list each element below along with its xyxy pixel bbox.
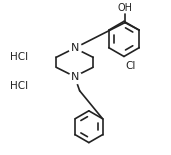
Text: Cl: Cl <box>126 61 136 71</box>
Text: HCl: HCl <box>10 52 28 62</box>
Text: N: N <box>70 43 79 53</box>
Text: OH: OH <box>117 3 133 13</box>
Text: N: N <box>70 72 79 82</box>
Text: HCl: HCl <box>10 81 28 91</box>
